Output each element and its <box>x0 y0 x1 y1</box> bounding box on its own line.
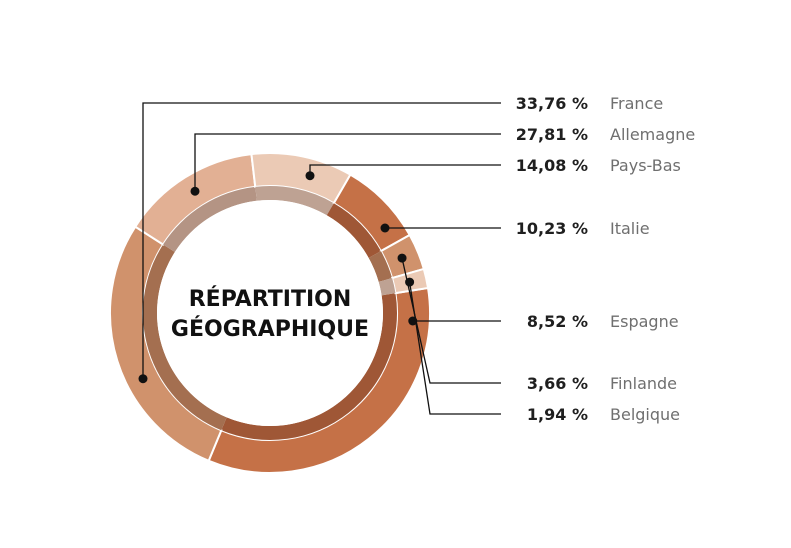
leader-dot-belgique <box>405 277 415 287</box>
category-label-italie: Italie <box>610 219 650 238</box>
legend-labels: 33,76 % France 27,81 % Allemagne 14,08 % Pays… <box>516 94 695 424</box>
leader-line-france <box>142 102 501 379</box>
value-label-belgique: 1,94 % <box>527 405 588 424</box>
slice-inner-italie <box>255 185 334 216</box>
slice-inner-france <box>221 293 397 441</box>
chart-title-line-2: GÉOGRAPHIQUE <box>171 316 369 342</box>
category-label-finlande: Finlande <box>610 374 677 393</box>
category-label-belgique: Belgique <box>610 405 680 424</box>
leader-dot-finlande <box>397 253 407 263</box>
slice-inner-espagne <box>326 203 381 258</box>
category-label-espagne: Espagne <box>610 312 679 331</box>
leader-line-belgique <box>408 281 501 415</box>
donut-hole <box>157 200 383 426</box>
value-label-france: 33,76 % <box>516 94 588 113</box>
leader-line-allemagne <box>194 133 501 192</box>
category-label-pays-bas: Pays-Bas <box>610 156 681 175</box>
value-label-pays-bas: 14,08 % <box>516 156 588 175</box>
value-label-italie: 10,23 % <box>516 219 588 238</box>
slice-inner-pays-bas <box>163 186 257 253</box>
value-label-espagne: 8,52 % <box>527 312 588 331</box>
leader-dot-allemagne <box>190 186 200 196</box>
category-label-france: France <box>610 94 663 113</box>
slice-inner-allemagne <box>142 244 227 431</box>
category-label-allemagne: Allemagne <box>610 125 695 144</box>
leader-dot-pays-bas <box>305 171 315 181</box>
slice-inner-finlande <box>368 251 393 282</box>
value-label-finlande: 3,66 % <box>527 374 588 393</box>
chart-title-line-1: RÉPARTITION <box>189 286 352 312</box>
leader-dot-france <box>138 374 148 384</box>
leader-lines <box>138 102 501 415</box>
donut-segments <box>109 152 431 474</box>
value-label-allemagne: 27,81 % <box>516 125 588 144</box>
leader-dot-italie <box>380 223 390 233</box>
leader-line-finlande <box>401 257 501 384</box>
slice-inner-belgique <box>378 278 396 296</box>
